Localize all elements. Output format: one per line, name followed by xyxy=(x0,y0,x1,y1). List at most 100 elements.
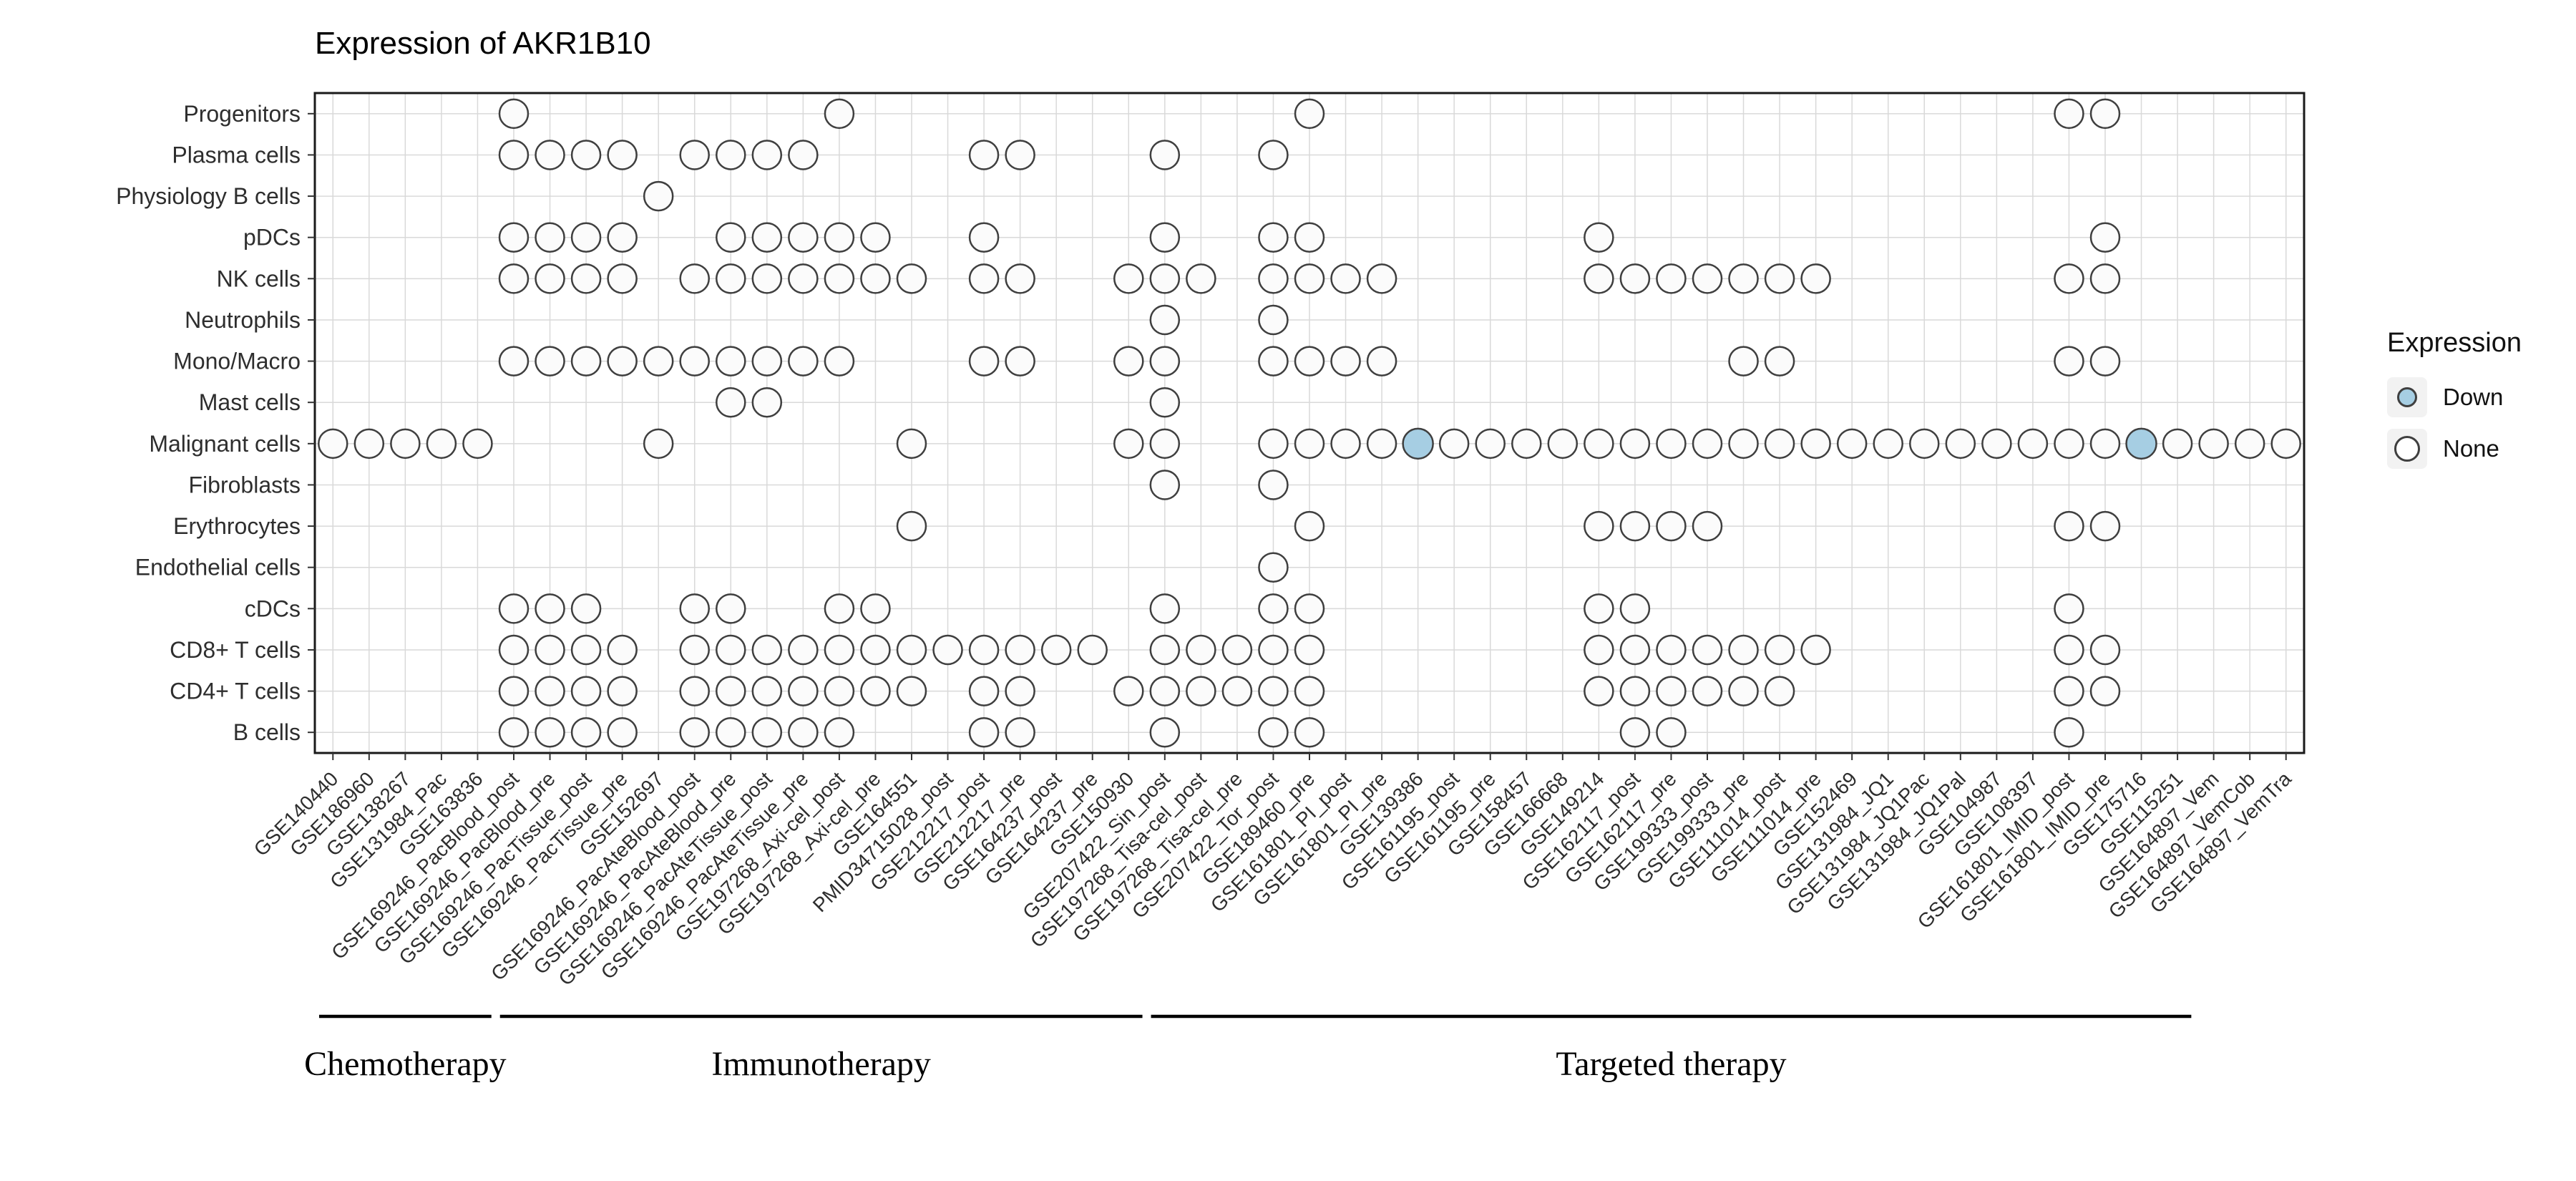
expression-dot-none xyxy=(570,676,602,706)
expression-dot-none xyxy=(1764,263,1795,294)
expression-dot-none xyxy=(1077,634,1108,666)
y-axis-label: Physiology B cells xyxy=(116,183,301,209)
expression-dot-none xyxy=(390,428,421,460)
expression-dot-none xyxy=(1005,263,1035,294)
expression-dot-none xyxy=(1258,470,1289,500)
expression-dot-none xyxy=(1619,593,1651,624)
expression-dot-none xyxy=(824,716,855,748)
expression-dot-none xyxy=(788,716,819,748)
expression-dot-none xyxy=(2054,428,2084,460)
expression-dot-none xyxy=(462,428,493,460)
expression-dot-none xyxy=(1692,510,1723,542)
expression-dot-none xyxy=(2089,263,2121,294)
expression-dot-none xyxy=(860,676,891,706)
expression-dot-none xyxy=(1330,263,1361,294)
expression-dot-down xyxy=(2125,427,2157,460)
expression-dot-none xyxy=(607,346,638,376)
expression-dot-none xyxy=(1149,428,1181,460)
expression-dot-none xyxy=(1330,428,1361,460)
y-axis-label: Progenitors xyxy=(183,101,301,127)
expression-dot-none xyxy=(2054,634,2084,666)
expression-dot-none xyxy=(824,222,855,253)
expression-dot-none xyxy=(1800,263,1831,294)
expression-dot-none xyxy=(2054,98,2084,130)
expression-dot-none xyxy=(1692,263,1723,294)
expression-dot-none xyxy=(824,593,855,624)
expression-dot-none xyxy=(1619,263,1651,294)
expression-dot-none xyxy=(716,716,746,748)
expression-dot-none xyxy=(1258,676,1289,706)
expression-dot-none xyxy=(1728,346,1759,376)
expression-dot-none xyxy=(679,676,710,706)
expression-dot-none xyxy=(788,634,819,666)
expression-dot-none xyxy=(535,140,565,170)
expression-dot-none xyxy=(1294,676,1325,706)
legend-label-down: Down xyxy=(2443,384,2504,410)
expression-dot-none xyxy=(824,676,855,706)
expression-dot-none xyxy=(2054,593,2084,624)
expression-dot-none xyxy=(896,428,927,460)
expression-dot-none xyxy=(1656,716,1687,748)
expression-dot-none xyxy=(751,387,783,418)
expression-dot-none xyxy=(1258,716,1289,748)
expression-dot-none xyxy=(1149,387,1181,418)
expression-dot-none xyxy=(788,263,819,294)
expression-dot-none xyxy=(896,634,927,666)
expression-dot-none xyxy=(1258,593,1289,624)
expression-dot-none xyxy=(1186,634,1216,666)
expression-dot-none xyxy=(1258,222,1289,253)
expression-dot-none xyxy=(1475,428,1506,460)
expression-dot-none xyxy=(498,676,530,706)
expression-dot-none xyxy=(2054,510,2084,542)
expression-dot-none xyxy=(2089,634,2121,666)
expression-dot-none xyxy=(1584,676,1614,706)
expression-dot-none xyxy=(968,716,1000,748)
expression-dot-none xyxy=(2162,428,2193,460)
expression-dot-none xyxy=(1764,676,1795,706)
expression-dot-none xyxy=(968,676,1000,706)
expression-dot-none xyxy=(535,222,565,253)
expression-dot-none xyxy=(788,346,819,376)
y-axis-label: CD4+ T cells xyxy=(170,679,301,704)
expression-dot-none xyxy=(788,676,819,706)
expression-dot-none xyxy=(1511,428,1542,460)
expression-dot-none xyxy=(1294,263,1325,294)
expression-dot-none xyxy=(751,634,783,666)
expression-dot-none xyxy=(1330,346,1361,376)
expression-dot-none xyxy=(968,634,1000,666)
expression-dot-none xyxy=(896,263,927,294)
y-axis-label: Endothelial cells xyxy=(135,555,301,580)
y-axis-label: Mast cells xyxy=(199,389,301,415)
none-dot-icon xyxy=(2394,436,2420,462)
legend-item-down: Down xyxy=(2387,377,2522,417)
expression-dot-none xyxy=(2089,428,2121,460)
expression-dot-down xyxy=(1402,427,1434,460)
expression-dot-none xyxy=(716,346,746,376)
expression-dot-none xyxy=(1728,263,1759,294)
expression-dot-none xyxy=(788,222,819,253)
expression-dot-none xyxy=(1728,634,1759,666)
expression-dot-none xyxy=(1656,510,1687,542)
expression-dot-none xyxy=(1149,716,1181,748)
expression-dot-none xyxy=(1221,676,1253,706)
y-axis-label: Fibroblasts xyxy=(189,472,301,497)
expression-dot-none xyxy=(1945,428,1976,460)
y-axis-label: pDCs xyxy=(243,225,301,251)
expression-dot-none xyxy=(2089,222,2121,253)
expression-dot-none xyxy=(1619,716,1651,748)
expression-dot-none xyxy=(1258,552,1289,583)
expression-legend: Expression Down None xyxy=(2387,328,2522,469)
expression-dot-none xyxy=(2054,716,2084,748)
down-dot-icon xyxy=(2397,387,2417,407)
expression-dot-none xyxy=(860,263,891,294)
expression-dot-none xyxy=(570,634,602,666)
expression-dot-none xyxy=(2054,346,2084,376)
expression-dot-none xyxy=(1728,428,1759,460)
expression-dot-none xyxy=(1258,428,1289,460)
expression-dot-none xyxy=(1040,634,1072,666)
expression-dot-none xyxy=(2089,346,2121,376)
expression-dot-none xyxy=(751,263,783,294)
expression-dot-none xyxy=(1149,676,1181,706)
expression-dot-none xyxy=(860,222,891,253)
